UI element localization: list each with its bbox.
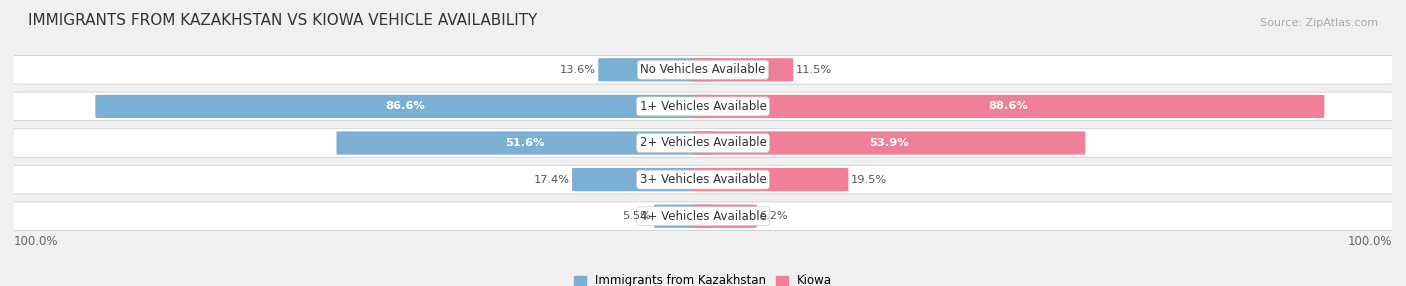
- Text: Source: ZipAtlas.com: Source: ZipAtlas.com: [1260, 18, 1378, 28]
- Text: No Vehicles Available: No Vehicles Available: [640, 63, 766, 76]
- Text: 53.9%: 53.9%: [869, 138, 908, 148]
- Text: 2+ Vehicles Available: 2+ Vehicles Available: [640, 136, 766, 150]
- FancyBboxPatch shape: [692, 58, 793, 82]
- Text: 88.6%: 88.6%: [988, 102, 1028, 111]
- FancyBboxPatch shape: [7, 92, 1399, 121]
- FancyBboxPatch shape: [7, 202, 1399, 231]
- Text: 6.2%: 6.2%: [759, 211, 789, 221]
- Text: 4+ Vehicles Available: 4+ Vehicles Available: [640, 210, 766, 223]
- FancyBboxPatch shape: [96, 95, 714, 118]
- Text: 86.6%: 86.6%: [385, 102, 425, 111]
- Text: 11.5%: 11.5%: [796, 65, 832, 75]
- Text: IMMIGRANTS FROM KAZAKHSTAN VS KIOWA VEHICLE AVAILABILITY: IMMIGRANTS FROM KAZAKHSTAN VS KIOWA VEHI…: [28, 13, 537, 28]
- FancyBboxPatch shape: [336, 131, 714, 155]
- FancyBboxPatch shape: [692, 95, 1324, 118]
- FancyBboxPatch shape: [654, 204, 714, 228]
- Text: 3+ Vehicles Available: 3+ Vehicles Available: [640, 173, 766, 186]
- Text: 17.4%: 17.4%: [533, 175, 569, 184]
- FancyBboxPatch shape: [692, 168, 848, 191]
- Text: 51.6%: 51.6%: [506, 138, 546, 148]
- FancyBboxPatch shape: [692, 131, 1085, 155]
- Text: 100.0%: 100.0%: [14, 235, 59, 247]
- Text: 100.0%: 100.0%: [1347, 235, 1392, 247]
- Legend: Immigrants from Kazakhstan, Kiowa: Immigrants from Kazakhstan, Kiowa: [574, 274, 832, 286]
- FancyBboxPatch shape: [7, 55, 1399, 84]
- FancyBboxPatch shape: [7, 129, 1399, 157]
- Text: 19.5%: 19.5%: [851, 175, 887, 184]
- Text: 1+ Vehicles Available: 1+ Vehicles Available: [640, 100, 766, 113]
- FancyBboxPatch shape: [572, 168, 714, 191]
- FancyBboxPatch shape: [7, 165, 1399, 194]
- FancyBboxPatch shape: [599, 58, 714, 82]
- Text: 13.6%: 13.6%: [560, 65, 596, 75]
- Text: 5.5%: 5.5%: [623, 211, 651, 221]
- FancyBboxPatch shape: [692, 204, 756, 228]
